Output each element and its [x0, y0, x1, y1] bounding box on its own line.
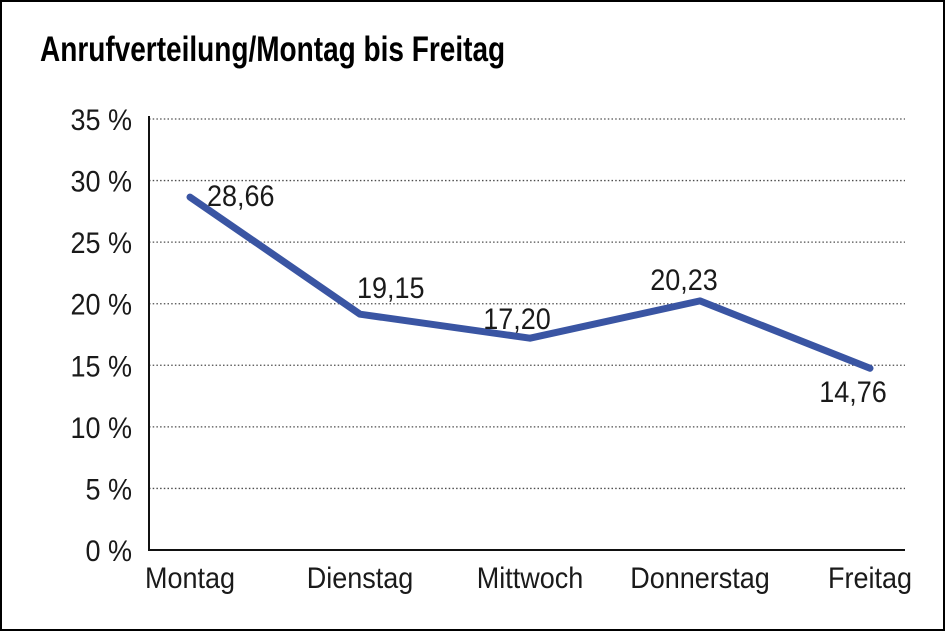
- y-tick-label: 5 %: [86, 473, 132, 507]
- y-tick-label: 15 %: [71, 350, 132, 384]
- data-point-label: 28,66: [207, 180, 275, 214]
- x-category-label: Dienstag: [307, 562, 413, 596]
- y-tick-label: 25 %: [71, 227, 132, 261]
- y-tick-label: 30 %: [71, 165, 132, 199]
- data-point-label: 19,15: [357, 272, 425, 306]
- data-point-label: 14,76: [819, 376, 887, 410]
- x-category-label: Montag: [145, 562, 235, 596]
- data-line: [186, 193, 874, 372]
- y-tick-label: 20 %: [71, 288, 132, 322]
- y-tick-label: 35 %: [71, 104, 132, 138]
- x-category-label: Donnerstag: [630, 562, 769, 596]
- data-point-label: 17,20: [483, 303, 551, 337]
- y-tick-label: 10 %: [71, 412, 132, 446]
- y-tick-label: 0 %: [86, 535, 132, 569]
- x-category-label: Freitag: [828, 562, 912, 596]
- data-point-label: 20,23: [650, 264, 718, 298]
- x-category-label: Mittwoch: [477, 562, 583, 596]
- chart-title: Anrufverteilung/Montag bis Freitag: [40, 30, 506, 69]
